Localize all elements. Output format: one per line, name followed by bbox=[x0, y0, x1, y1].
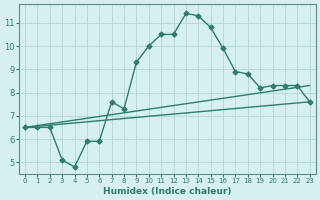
X-axis label: Humidex (Indice chaleur): Humidex (Indice chaleur) bbox=[103, 187, 232, 196]
